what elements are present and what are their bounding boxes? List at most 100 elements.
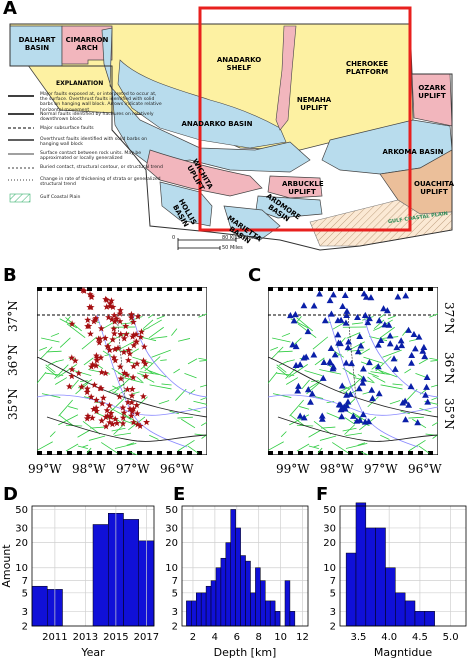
bar: [191, 600, 197, 627]
label-anadarko-shelf: ANADARKO SHELF: [216, 56, 262, 72]
fault-line: [312, 336, 329, 350]
fault-line: [120, 322, 132, 325]
event-triangle: [419, 347, 427, 354]
map-cimarron-arch: [61, 25, 113, 65]
fault-line: [378, 369, 398, 378]
event-star: [111, 356, 119, 364]
fault-line: [187, 445, 199, 454]
event-triangle: [397, 337, 405, 344]
fault-line: [387, 315, 396, 320]
event-star: [101, 334, 109, 342]
fault-line: [372, 375, 386, 383]
fault-line: [268, 441, 284, 451]
event-star: [79, 287, 87, 294]
event-star: [142, 372, 150, 380]
fault-line: [177, 416, 193, 419]
event-star: [96, 335, 104, 342]
event-star: [120, 409, 128, 416]
event-star: [84, 316, 92, 323]
fault-line: [129, 451, 139, 455]
fault-line: [46, 350, 62, 353]
event-star: [92, 362, 100, 369]
event-triangle: [338, 382, 346, 389]
event-star: [109, 303, 117, 310]
y-tick-label: 20: [165, 538, 178, 549]
event-triangle: [327, 344, 335, 351]
event-triangle: [408, 351, 416, 358]
x-tick-label: 12: [296, 632, 309, 643]
fault-line: [50, 333, 60, 337]
frame-tick: [418, 451, 423, 455]
fault-line: [122, 376, 144, 384]
fault-line: [419, 408, 432, 413]
frame-tick: [157, 451, 162, 455]
event-triangle: [381, 321, 389, 328]
event-triangle: [411, 345, 419, 352]
frame-tick: [107, 287, 112, 291]
mapC-lat-36: 36°N: [442, 352, 456, 384]
frame-tick: [378, 451, 383, 455]
histogram-year: 2 3 57 10 20 30 50 2011 2013 2015 2017 Year Amount: [0, 505, 159, 659]
fault-line: [114, 443, 137, 449]
fault-line: [161, 383, 172, 386]
frame-tick: [308, 287, 313, 291]
event-triangle: [377, 336, 385, 344]
event-triangle: [356, 416, 364, 423]
event-triangle: [330, 291, 337, 298]
fault-line: [404, 368, 412, 374]
event-triangle: [354, 348, 362, 355]
event-triangle: [304, 386, 312, 393]
bar: [385, 567, 396, 627]
bar: [225, 542, 232, 627]
label-arbuckle-uplift: ARBUCKLE UPLIFT: [282, 180, 324, 196]
event-star: [87, 330, 94, 337]
event-triangle: [343, 402, 351, 409]
fault-line: [270, 346, 284, 360]
fault-line: [49, 431, 56, 438]
event-star: [83, 415, 91, 422]
event-star: [130, 418, 137, 426]
fault-line: [278, 360, 289, 366]
fault-line: [144, 356, 161, 372]
fault-line: [296, 443, 310, 452]
bar: [260, 580, 266, 627]
event-star: [133, 410, 141, 417]
event-triangle: [420, 343, 428, 350]
event-triangle: [367, 294, 375, 301]
bar: [123, 519, 139, 627]
frame-tick: [328, 451, 333, 455]
bar: [404, 600, 416, 627]
event-triangle: [294, 387, 302, 394]
event-star: [89, 361, 96, 368]
event-star: [90, 317, 98, 325]
legend-item-8: Gulf Coastal Plain: [40, 195, 81, 200]
event-triangle: [290, 317, 298, 324]
fault-line: [319, 435, 337, 441]
frame-tick: [368, 451, 373, 455]
event-star: [110, 325, 118, 332]
label-cimarron-arch: CIMARRON ARCH: [65, 36, 109, 52]
event-star: [125, 346, 133, 354]
event-triangle: [307, 398, 314, 405]
fault-line: [158, 400, 170, 405]
fault-line: [201, 434, 207, 439]
event-triangle: [360, 365, 367, 372]
oklahoma-geologic-map: [9, 6, 453, 251]
event-star: [109, 336, 117, 343]
fault-line: [379, 319, 393, 328]
event-triangle: [410, 330, 418, 337]
fault-line: [187, 358, 198, 365]
event-star: [116, 363, 124, 370]
map-ozark-uplift: [411, 73, 453, 127]
event-star: [109, 420, 116, 428]
panel-c-letter: C: [248, 265, 262, 286]
bar: [186, 600, 192, 627]
event-triangle: [292, 310, 299, 318]
panel-b-letter: B: [3, 265, 17, 286]
fault-line: [151, 336, 168, 339]
event-star: [91, 316, 99, 323]
event-star: [116, 317, 124, 325]
fault-line: [136, 376, 143, 383]
fault-line: [357, 442, 366, 446]
fault-line: [319, 369, 342, 375]
